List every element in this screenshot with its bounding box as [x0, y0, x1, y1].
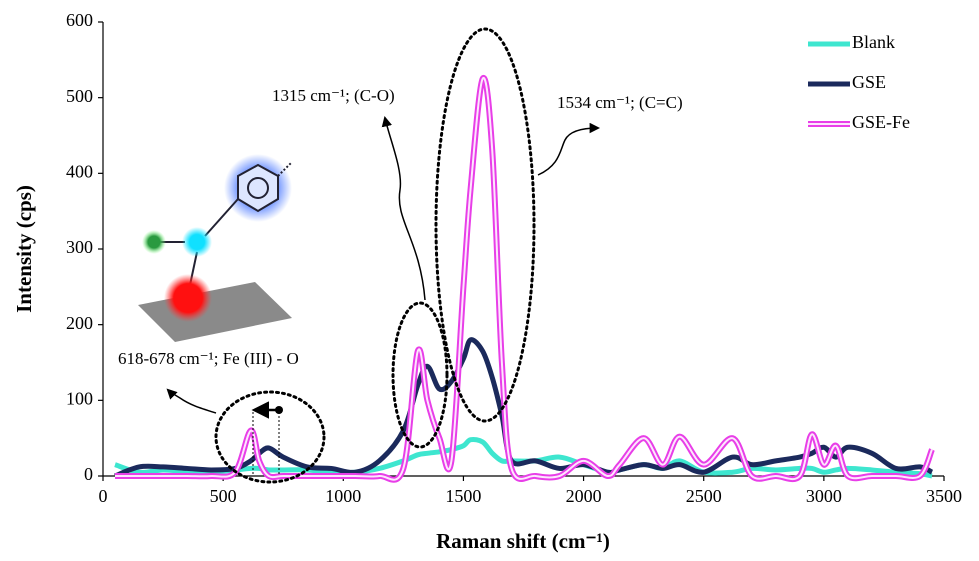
legend-label: GSE-Fe [852, 112, 910, 132]
annotation: 618-678 cm⁻¹; Fe (III) - O [118, 349, 299, 368]
x-tick-label: 3500 [926, 486, 962, 506]
series-line [115, 78, 932, 480]
x-tick-label: 3000 [806, 486, 842, 506]
annotation: 1534 cm⁻¹; (C=C) [557, 93, 683, 112]
y-tick-label: 0 [84, 464, 93, 484]
x-tick-label: 1500 [445, 486, 481, 506]
y-tick-label: 100 [66, 388, 93, 408]
x-tick-label: 0 [99, 486, 108, 506]
chart: 1315 cm⁻¹; (C-O) 1534 cm⁻¹; (C=C) 618-67… [0, 0, 979, 556]
x-tick-label: 2500 [686, 486, 722, 506]
y-tick-label: 200 [66, 313, 93, 333]
legend-label: GSE [852, 72, 886, 92]
annotation: 1315 cm⁻¹; (C-O) [272, 86, 395, 105]
y-axis-label: Intensity (cps) [12, 185, 36, 313]
x-tick-label: 2000 [566, 486, 602, 506]
y-tick-label: 600 [66, 10, 93, 30]
line-highlight [115, 78, 932, 480]
x-axis-label: Raman shift (cm⁻¹) [436, 529, 610, 553]
legend-label: Blank [852, 32, 895, 52]
y-tick-label: 400 [66, 161, 93, 181]
x-tick-label: 1000 [325, 486, 361, 506]
x-tick-label: 500 [210, 486, 237, 506]
molecule-inset [138, 154, 292, 342]
y-tick-label: 500 [66, 86, 93, 106]
y-tick-label: 300 [66, 237, 93, 257]
